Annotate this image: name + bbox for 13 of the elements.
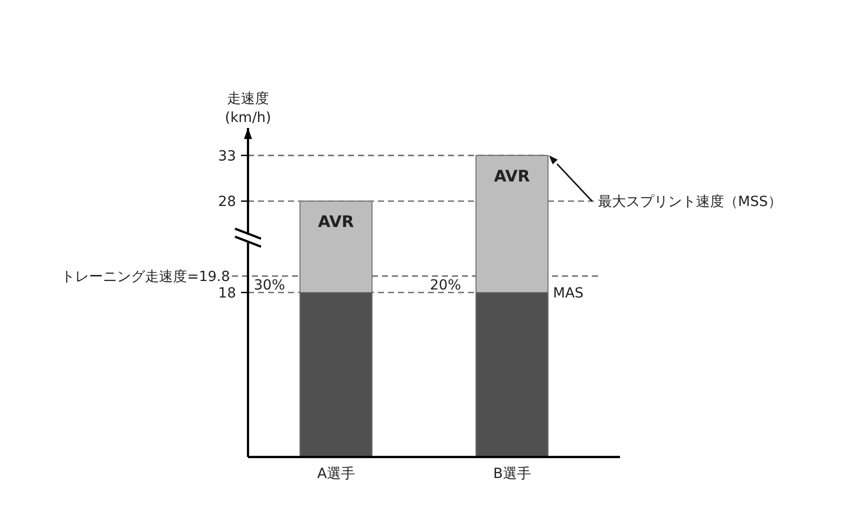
x-tick-label: A選手 [317, 466, 355, 482]
y-axis-title: 走速度 (km/h) [224, 91, 272, 126]
annotation: 30% [254, 277, 285, 294]
y-tick-label: 33 [218, 148, 236, 164]
series-label: AVR [318, 212, 354, 232]
text: AVR [494, 166, 530, 186]
annotation: 20% [430, 277, 461, 294]
ref-line-label: MAS [553, 286, 584, 302]
ref-line-label: トレーニング走速度=19.8 [61, 269, 230, 286]
y-tick-label: 18 [218, 286, 236, 302]
ref-line-label: 最大スプリント速度（MSS） [598, 194, 782, 210]
x-tick-label: B選手 [493, 466, 531, 482]
y-tick-label: 28 [218, 194, 236, 210]
